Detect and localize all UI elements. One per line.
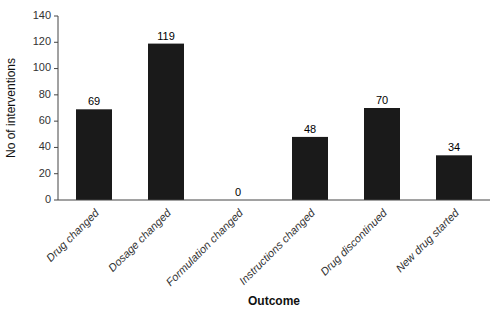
y-tick-label: 60 [39,114,51,126]
y-tick [54,173,58,174]
chart-svg: 0 20 40 60 80 100 120 140 69 119 0 48 70 34 Drug chang… [0,0,500,312]
bar [76,109,112,200]
x-tick-label: Dosage changed [106,206,174,274]
x-axis: Drug changedDosage changedFormulation ch… [44,206,462,288]
y-tick [54,94,58,95]
bars [76,44,472,200]
data-label: 0 [235,186,241,198]
bar [148,44,184,200]
data-label: 48 [304,123,316,135]
bar [436,155,472,200]
y-tick-label: 100 [33,61,51,73]
y-axis-line [58,16,59,200]
y-tick [54,121,58,122]
y-tick-label: 80 [39,88,51,100]
y-tick [54,147,58,148]
data-label: 119 [157,30,175,42]
y-tick-label: 120 [33,35,51,47]
x-tick-label: New drug started [393,206,461,274]
x-tick-label: Drug discontinued [318,206,390,278]
x-axis-line [58,200,490,201]
data-label: 69 [88,95,100,107]
y-tick [54,42,58,43]
y-tick [54,68,58,69]
bar [364,108,400,200]
x-axis-title: Outcome [248,294,300,308]
y-tick-label: 0 [45,193,51,205]
x-tick-label: Drug changed [44,206,102,264]
y-tick-label: 20 [39,167,51,179]
y-tick [54,16,58,17]
data-labels: 69 119 0 48 70 34 [88,30,460,198]
y-axis: 0 20 40 60 80 100 120 140 [33,9,58,205]
data-label: 70 [376,94,388,106]
x-tick-label: Instructions changed [237,206,318,287]
y-tick-label: 40 [39,140,51,152]
chart-container: 0 20 40 60 80 100 120 140 69 119 0 48 70 34 Drug chang… [0,0,500,312]
bar [292,137,328,200]
data-label: 34 [448,141,460,153]
x-tick-label: Formulation changed [164,206,246,288]
y-tick [54,200,58,201]
y-tick-label: 140 [33,9,51,21]
y-axis-title: No of interventions [4,58,18,158]
